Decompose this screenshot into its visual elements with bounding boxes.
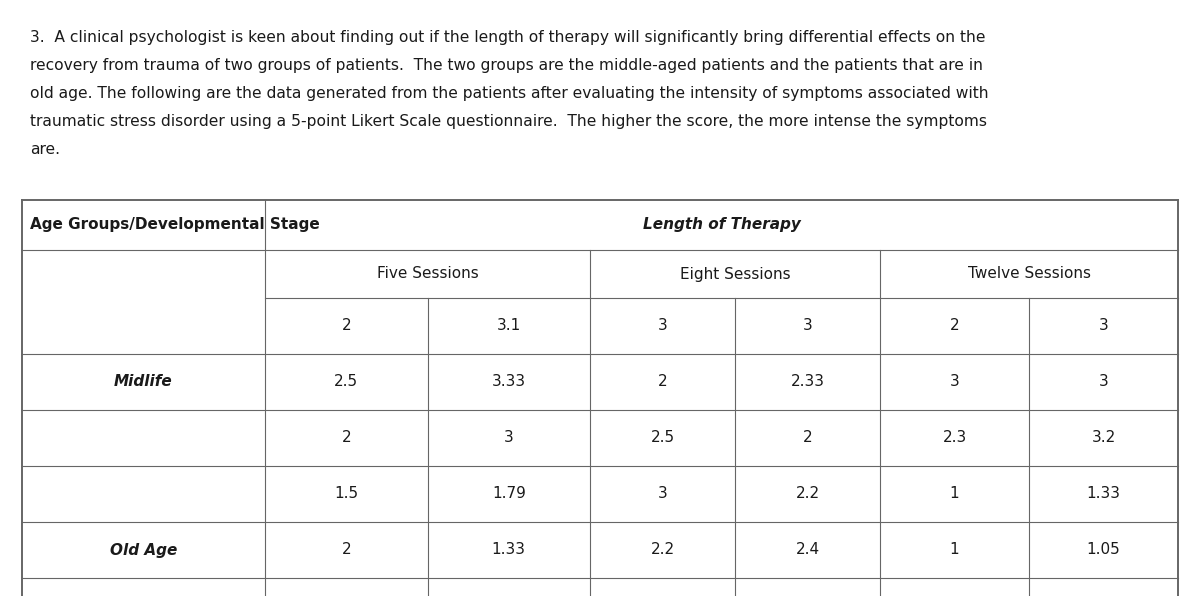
Text: 2: 2 [342, 542, 352, 557]
Text: 1.05: 1.05 [1087, 542, 1121, 557]
Text: Age Groups/Developmental Stage: Age Groups/Developmental Stage [30, 218, 319, 232]
Text: 2.5: 2.5 [650, 430, 674, 445]
Text: Five Sessions: Five Sessions [377, 266, 479, 281]
Text: Eight Sessions: Eight Sessions [679, 266, 791, 281]
Text: 2: 2 [803, 430, 812, 445]
Text: 1.79: 1.79 [492, 486, 526, 501]
Text: 3: 3 [1099, 318, 1109, 334]
Text: old age. The following are the data generated from the patients after evaluating: old age. The following are the data gene… [30, 86, 989, 101]
Text: 2: 2 [658, 374, 667, 390]
Text: 2: 2 [949, 318, 959, 334]
Text: 3: 3 [949, 374, 959, 390]
Text: 3: 3 [1099, 374, 1109, 390]
Text: 2.33: 2.33 [791, 374, 824, 390]
Text: 3: 3 [803, 318, 812, 334]
Text: recovery from trauma of two groups of patients.  The two groups are the middle-a: recovery from trauma of two groups of pa… [30, 58, 983, 73]
Text: 2.2: 2.2 [796, 486, 820, 501]
Text: 2.4: 2.4 [796, 542, 820, 557]
Text: 2: 2 [342, 318, 352, 334]
Text: 3.33: 3.33 [492, 374, 526, 390]
Text: 3.  A clinical psychologist is keen about finding out if the length of therapy w: 3. A clinical psychologist is keen about… [30, 30, 985, 45]
Text: traumatic stress disorder using a 5-point Likert Scale questionnaire.  The highe: traumatic stress disorder using a 5-poin… [30, 114, 986, 129]
Text: 3.2: 3.2 [1091, 430, 1116, 445]
Text: 2.2: 2.2 [650, 542, 674, 557]
Text: Length of Therapy: Length of Therapy [642, 218, 800, 232]
Text: 2.5: 2.5 [334, 374, 359, 390]
Text: 3: 3 [658, 486, 667, 501]
Text: 1.33: 1.33 [1086, 486, 1121, 501]
Text: 1.5: 1.5 [334, 486, 359, 501]
Text: 3: 3 [504, 430, 514, 445]
Text: Midlife: Midlife [114, 374, 173, 390]
Text: Twelve Sessions: Twelve Sessions [967, 266, 1091, 281]
Text: 1.33: 1.33 [492, 542, 526, 557]
Text: 2: 2 [342, 430, 352, 445]
Text: 1: 1 [949, 542, 959, 557]
Text: Old Age: Old Age [110, 542, 178, 557]
Text: 2.3: 2.3 [942, 430, 967, 445]
Text: 3: 3 [658, 318, 667, 334]
Text: 1: 1 [949, 486, 959, 501]
Text: 3.1: 3.1 [497, 318, 521, 334]
Text: are.: are. [30, 142, 60, 157]
